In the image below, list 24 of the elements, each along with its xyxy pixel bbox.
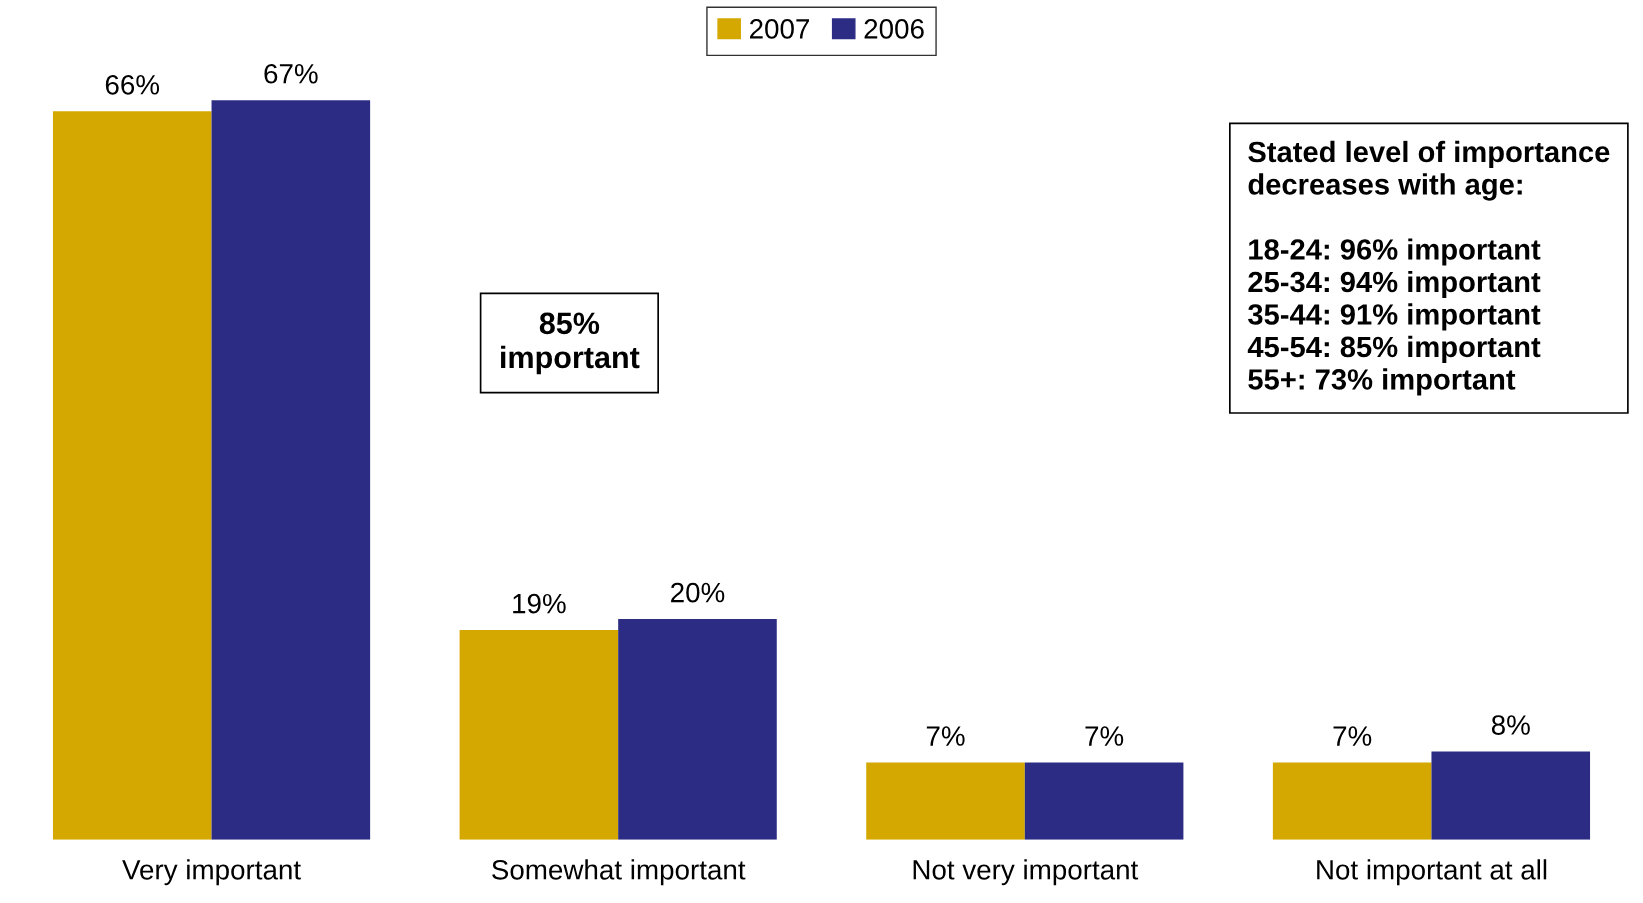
x-tick-label: Very important: [122, 859, 301, 886]
bar: [1431, 751, 1591, 840]
bar: [211, 100, 371, 840]
x-tick-label: Somewhat important: [492, 859, 746, 886]
bar: [1024, 762, 1184, 840]
data-label: 67%: [264, 63, 318, 84]
data-label: 66%: [105, 74, 160, 95]
bar: [459, 630, 619, 840]
x-tick-label: Not very important: [913, 859, 1139, 886]
data-label: 8%: [1491, 715, 1530, 735]
bar: [52, 111, 212, 840]
legend-label: 2006: [864, 19, 924, 39]
bar: [1272, 762, 1432, 840]
x-tick-label: Not important at all: [1317, 859, 1547, 886]
bar: [866, 762, 1025, 840]
data-label: 19%: [513, 593, 566, 614]
legend-label: 2007: [750, 19, 809, 39]
text: Stated level of importance decreases with age: 18-24: 96% important 25-34: 94% important 35-44: 91% important 45-54: 85% important 55+: 73% important: [1247, 140, 1610, 396]
data-label: 7%: [1085, 726, 1124, 746]
bar: [618, 619, 777, 840]
data-label: 7%: [1333, 726, 1372, 746]
annotation: 85% important: [501, 312, 640, 375]
data-label: 20%: [671, 582, 725, 603]
data-label: 7%: [926, 726, 965, 746]
